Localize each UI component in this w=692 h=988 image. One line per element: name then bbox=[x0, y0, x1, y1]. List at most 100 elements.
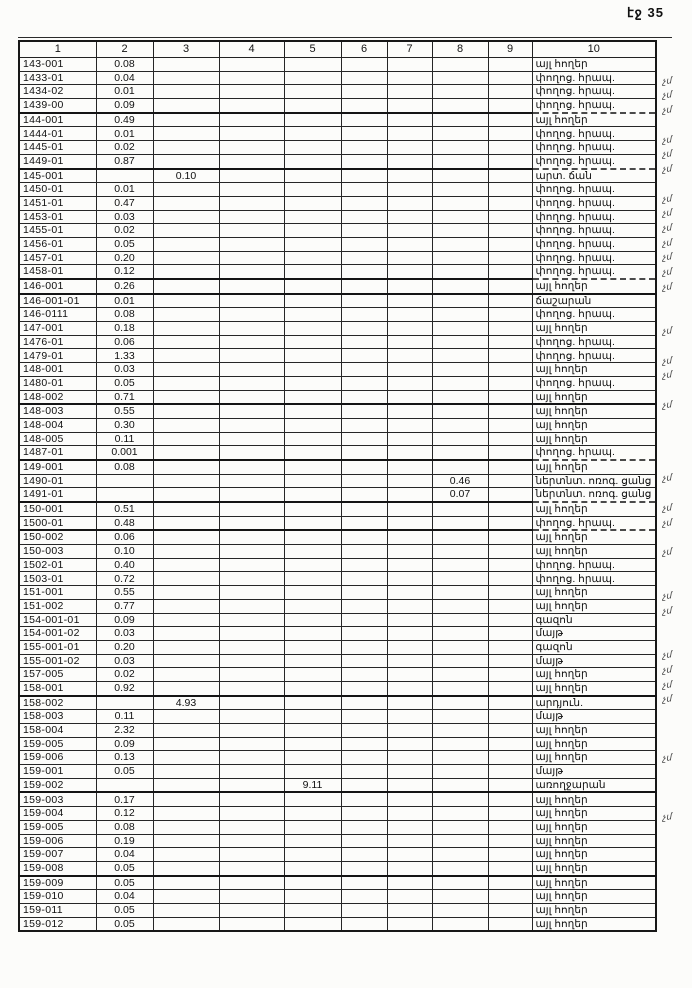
cell-value bbox=[487, 709, 533, 724]
cell-value bbox=[386, 889, 433, 904]
cell-value bbox=[218, 236, 285, 252]
cell-value bbox=[283, 84, 342, 100]
cell-value bbox=[340, 833, 388, 849]
cell-description: այլ հողեր bbox=[531, 736, 657, 752]
cell-value bbox=[386, 819, 433, 835]
margin-mark: չմ bbox=[661, 590, 672, 602]
cell-value bbox=[218, 515, 285, 532]
cell-value bbox=[152, 209, 220, 225]
cell-value bbox=[218, 321, 285, 336]
cell-code: 148-004 bbox=[18, 417, 97, 433]
cell-value bbox=[431, 307, 489, 323]
table-row: 157-005 0.02 այլ հողեր bbox=[18, 667, 657, 682]
cell-value bbox=[340, 334, 388, 350]
table-row: 1434-02 0.01 փողոց. հրապ. bbox=[18, 84, 657, 100]
table-row: 148-001 0.03 այլ հողեր bbox=[18, 362, 657, 377]
cell-value bbox=[152, 819, 220, 835]
cell-code: 151-001 bbox=[18, 585, 97, 600]
margin-mark: չմ bbox=[661, 354, 672, 366]
cell-value bbox=[386, 307, 433, 323]
cell-value: 0.40 bbox=[95, 557, 154, 573]
cell-description: մայթ bbox=[531, 653, 657, 669]
cell-value bbox=[283, 112, 342, 128]
cell-value bbox=[487, 680, 533, 697]
cell-value bbox=[340, 529, 388, 546]
cell-value bbox=[218, 182, 285, 197]
cell-value bbox=[431, 736, 489, 752]
cell-value bbox=[386, 445, 433, 461]
cell-value bbox=[487, 833, 533, 849]
cell-value: 0.08 bbox=[95, 459, 154, 475]
cell-value bbox=[431, 445, 489, 461]
cell-value bbox=[431, 250, 489, 266]
cell-code: 1455-01 bbox=[18, 223, 97, 238]
cell-value bbox=[487, 403, 533, 419]
cell-value bbox=[152, 389, 220, 406]
cell-value bbox=[152, 126, 220, 142]
cell-value bbox=[487, 750, 533, 766]
cell-value bbox=[340, 140, 388, 155]
cell-value bbox=[152, 833, 220, 849]
cell-value bbox=[386, 639, 433, 655]
cell-value bbox=[487, 598, 533, 614]
cell-value bbox=[386, 223, 433, 238]
margin-mark: չմ bbox=[661, 472, 672, 484]
margin-mark: չմ bbox=[661, 89, 672, 101]
cell-description: այլ հողեր bbox=[531, 791, 657, 808]
cell-value bbox=[95, 167, 154, 184]
cell-code: 144-001 bbox=[18, 112, 97, 128]
table-row: 158-002 4.93 արդյուն. bbox=[18, 695, 657, 711]
header-cell-7: 7 bbox=[386, 40, 433, 58]
cell-value bbox=[152, 791, 220, 808]
cell-value bbox=[431, 889, 489, 904]
cell-value bbox=[340, 557, 388, 573]
cell-code: 147-001 bbox=[18, 321, 97, 336]
cell-value bbox=[431, 375, 489, 391]
cell-value bbox=[340, 695, 388, 711]
cell-value bbox=[152, 445, 220, 461]
cell-description: այլ հողեր bbox=[531, 819, 657, 835]
cell-value bbox=[487, 98, 533, 114]
table-row: 159-006 0.19 այլ հողեր bbox=[18, 833, 657, 849]
cell-code: 157-005 bbox=[18, 667, 97, 682]
cell-value bbox=[152, 70, 220, 86]
table-row: 151-001 0.55 այլ հողեր bbox=[18, 585, 657, 600]
cell-code: 155-001-02 bbox=[18, 653, 97, 669]
cell-value: 0.05 bbox=[95, 902, 154, 918]
cell-description: այլ հողեր bbox=[531, 544, 657, 559]
cell-value bbox=[487, 182, 533, 197]
cell-description: այլ հողեր bbox=[531, 723, 657, 738]
cell-value bbox=[487, 431, 533, 447]
cell-value bbox=[218, 278, 285, 295]
header-cell-2: 2 bbox=[95, 40, 154, 58]
cell-code: 150-003 bbox=[18, 544, 97, 559]
cell-value bbox=[218, 860, 285, 877]
cell-value bbox=[340, 612, 388, 628]
cell-value bbox=[283, 709, 342, 724]
cell-value bbox=[487, 293, 533, 309]
cell-value bbox=[340, 626, 388, 641]
table-row: 1449-01 0.87 փողոց. հրապ. bbox=[18, 153, 657, 170]
cell-value bbox=[218, 98, 285, 114]
cell-code: 1456-01 bbox=[18, 236, 97, 252]
cell-description: այլ հողեր bbox=[531, 278, 657, 295]
cell-value bbox=[218, 833, 285, 849]
cell-value bbox=[431, 529, 489, 546]
cell-description: գազոն bbox=[531, 639, 657, 655]
cell-description: փողոց. հրապ. bbox=[531, 375, 657, 391]
cell-value bbox=[431, 750, 489, 766]
cell-value bbox=[283, 334, 342, 350]
cell-value bbox=[152, 529, 220, 546]
cell-value: 0.04 bbox=[95, 70, 154, 86]
cell-value bbox=[386, 417, 433, 433]
cell-value: 0.48 bbox=[95, 515, 154, 532]
cell-value bbox=[340, 293, 388, 309]
table-row: 143-001 0.08 այլ հողեր bbox=[18, 57, 657, 72]
table-row: 1457-01 0.20 փողոց. հրապ. bbox=[18, 250, 657, 266]
cell-value bbox=[487, 902, 533, 918]
cell-value bbox=[152, 459, 220, 475]
cell-code: 159-001 bbox=[18, 764, 97, 779]
cell-code: 159-006 bbox=[18, 833, 97, 849]
table-row: 1451-01 0.47 փողոց. հրապ. bbox=[18, 195, 657, 211]
cell-code: 1476-01 bbox=[18, 334, 97, 350]
